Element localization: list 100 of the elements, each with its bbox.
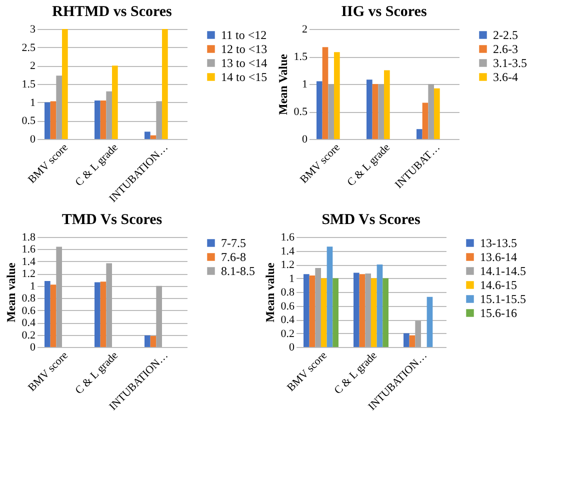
legend-label: 3.1-3.5 [493,56,527,70]
y-tick-label: 0.8 [22,292,36,305]
bar [50,101,56,139]
y-tick-label: 0.6 [280,300,295,312]
y-tick-label: 0.5 [294,106,308,118]
bar [94,100,100,139]
legend-label: 12 to <13 [221,42,268,56]
bar [50,284,56,347]
chart-title: IIG vs Scores [341,4,427,20]
y-tick-label: 0 [302,134,308,146]
bar [100,282,106,347]
y-tick-label: 0.4 [280,314,295,326]
y-tick-label: 1.4 [280,245,295,258]
bar [332,278,338,347]
legend-label: 2.6-3 [493,42,518,56]
bar [100,100,106,139]
bar [404,333,410,347]
y-tick-label: 0.5 [22,115,36,128]
bar [106,91,112,139]
bar [62,29,68,139]
y-tick-label: 1.2 [22,268,36,280]
y-tick-label: 2 [30,60,36,72]
chart-title: SMD Vs Scores [322,212,420,228]
legend-label: 7.6-8 [221,250,246,264]
legend-label: 14.6-15 [480,278,517,292]
y-tick-label: 1 [30,280,36,292]
bar [144,132,150,139]
bar [322,47,328,139]
bar [434,88,440,139]
bar [426,296,433,347]
bar [321,278,327,347]
bar [371,278,377,347]
bar [56,76,62,139]
bar [376,264,383,347]
bar [94,282,100,347]
bar [415,320,421,347]
bar [315,268,321,347]
y-tick-label: 0.4 [22,317,36,330]
y-tick-label: 0.6 [22,304,36,317]
bar [156,286,162,347]
bar [372,84,378,139]
legend-label: 15.1-15.5 [480,292,526,306]
chart-title: RHTMD vs Scores [52,4,172,20]
legend-label: 7-7.5 [221,236,246,250]
y-axis-title: Mean value [262,262,277,322]
legend-label: 13.6-14 [480,250,517,264]
y-tick-label: 0.2 [280,328,294,340]
chart-title: TMD Vs Scores [62,212,162,228]
legend-label: 11 to <12 [221,28,267,42]
bar [365,273,371,347]
bar [309,276,316,347]
bar [44,102,50,139]
bar [409,335,416,347]
y-tick-label: 0.2 [22,329,36,342]
y-tick-label: 0 [289,342,295,354]
legend-label: 3.6-4 [493,70,518,84]
y-tick-label: 1.6 [22,244,36,256]
bar [428,84,434,139]
bar [422,102,428,139]
y-tick-label: 0 [30,342,36,354]
y-axis-title: Mean value [4,262,18,322]
legend-label: 13-13.5 [480,236,517,250]
y-tick-label: 1 [30,96,36,109]
y-tick-label: 1.8 [22,232,36,244]
legend-label: 15.6-16 [480,306,517,320]
bar [150,135,156,139]
y-tick-label: 2 [302,24,308,36]
y-tick-label: 0.8 [280,286,295,298]
bar [384,70,390,139]
y-tick-label: 1.2 [280,259,294,271]
y-tick-label: 1.6 [280,232,295,244]
bar [156,101,162,139]
y-axis-title: Mean Value [276,53,290,116]
bar [359,274,366,347]
bar [56,246,62,347]
bar [378,84,384,139]
bar [112,66,118,139]
bar [316,81,322,139]
y-tick-label: 1.5 [22,78,36,90]
bar [44,281,50,347]
bar [144,335,150,347]
bar [354,272,360,347]
bar [326,246,333,347]
bar [162,29,168,139]
bar [150,336,156,347]
y-tick-label: 1.5 [294,51,308,63]
y-tick-label: 2.5 [22,42,36,54]
bar [304,274,310,347]
bar [416,129,422,139]
legend-label: 13 to <14 [221,56,268,70]
legend-label: 14 to <15 [221,70,268,84]
legend-label: 14.1-14.5 [480,264,526,278]
bar [334,52,340,139]
legend-label: 8.1-8.5 [221,264,255,278]
bar [382,278,388,347]
bar [328,84,334,139]
bar [106,263,112,347]
y-tick-label: 0 [30,134,36,146]
y-tick-label: 3 [30,24,36,36]
y-tick-label: 1 [302,78,308,90]
